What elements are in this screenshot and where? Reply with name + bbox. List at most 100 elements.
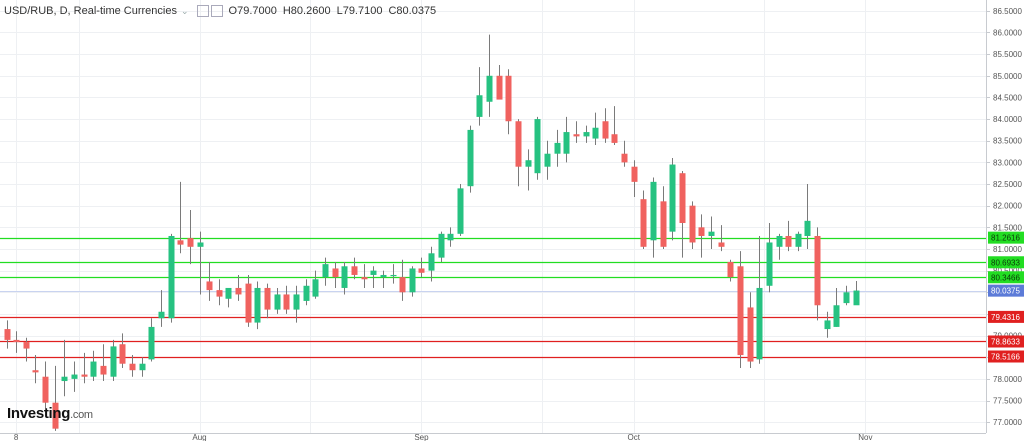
candle-body xyxy=(312,279,319,297)
price-tick-label: 82.5000 xyxy=(993,180,1022,189)
candle-body xyxy=(370,270,377,275)
candle-body xyxy=(216,290,223,297)
candle-up xyxy=(71,361,78,392)
candle-up xyxy=(197,231,204,295)
candle-down xyxy=(496,64,503,100)
candle-body xyxy=(148,326,155,360)
price-axis: 86.5000 86.0000 85.5000 85.0000 84.5000 84.00… xyxy=(986,0,1024,441)
candle-up xyxy=(843,285,850,306)
candle-down xyxy=(698,214,705,258)
candle-down xyxy=(814,227,821,321)
candle-down xyxy=(100,344,107,382)
candle-body xyxy=(197,242,204,247)
hide-icon[interactable] xyxy=(210,5,223,17)
candle-body xyxy=(457,188,464,234)
candle-body xyxy=(573,134,580,137)
grid-lines xyxy=(0,0,986,433)
candle-up xyxy=(804,184,811,249)
candle-down xyxy=(785,220,792,252)
candle-up xyxy=(554,129,561,167)
price-tick-label: 81.5000 xyxy=(993,223,1022,232)
candle-down xyxy=(13,331,20,353)
candle-body xyxy=(853,290,860,306)
candle-up xyxy=(824,311,831,338)
candle-body xyxy=(669,164,676,232)
candle-down xyxy=(640,190,647,249)
candle-down xyxy=(718,225,725,252)
candle-down xyxy=(52,365,59,431)
candle-up xyxy=(225,287,232,308)
candle-down xyxy=(216,279,223,306)
candle-body xyxy=(119,344,126,364)
candle-body xyxy=(139,363,146,371)
time-tick-label: Sep xyxy=(414,433,429,441)
investing-logo: Investing.com xyxy=(7,405,93,422)
candle-body xyxy=(814,235,821,306)
candle-body xyxy=(525,160,532,167)
candle-body xyxy=(380,274,387,278)
symbol-title[interactable]: USD/RUB, D, Real-time Currencies xyxy=(4,5,177,17)
candle-body xyxy=(158,311,165,319)
candle-down xyxy=(332,261,339,288)
settings-icon[interactable] xyxy=(196,5,209,17)
chart-header: USD/RUB, D, Real-time Currencies ⌄ O79.7… xyxy=(4,3,442,19)
candle-body xyxy=(650,181,657,241)
candle-down xyxy=(129,355,136,377)
candle-up xyxy=(370,266,377,288)
price-tick-label: 84.5000 xyxy=(993,93,1022,102)
chevron-down-icon[interactable]: ⌄ xyxy=(180,5,189,16)
candle-down xyxy=(4,320,11,349)
price-tick-label: 80.5000 xyxy=(993,267,1022,276)
candle-body xyxy=(177,240,184,245)
candle-up xyxy=(90,350,97,382)
candle-body xyxy=(756,287,763,360)
candle-up xyxy=(766,222,773,293)
candle-body xyxy=(747,307,754,362)
candle-down xyxy=(81,352,88,384)
level-label-bg xyxy=(988,231,1024,244)
candle-up xyxy=(669,158,676,241)
candle-body xyxy=(100,365,107,375)
candle-up xyxy=(303,279,310,306)
candle-body xyxy=(71,374,78,379)
level-label-bg xyxy=(988,335,1024,348)
candle-body xyxy=(4,329,11,340)
candle-body xyxy=(283,294,290,310)
price-tick-label: 77.5000 xyxy=(993,397,1022,406)
candle-down xyxy=(505,69,512,135)
candle-body xyxy=(351,266,358,275)
candle-down xyxy=(245,274,252,327)
candle-up xyxy=(61,339,68,397)
candle-body xyxy=(804,220,811,236)
candle-body xyxy=(361,277,368,280)
candle-body xyxy=(515,121,522,167)
candle-body xyxy=(332,268,339,278)
logo-suffix: .com xyxy=(70,409,93,421)
candle-body xyxy=(824,320,831,330)
time-tick-label: Oct xyxy=(628,433,641,441)
candle-body xyxy=(592,127,599,139)
candle-body xyxy=(554,142,561,154)
level-label: 80.3466 xyxy=(991,273,1020,282)
candle-body xyxy=(428,253,435,271)
candle-up xyxy=(168,233,175,323)
candle-body xyxy=(225,287,232,299)
candle-body xyxy=(505,75,512,122)
candle-body xyxy=(534,119,541,174)
candle-up xyxy=(756,235,763,364)
candle-up xyxy=(447,227,454,247)
candles xyxy=(4,34,860,431)
candle-body xyxy=(833,305,840,327)
candle-body xyxy=(438,233,445,258)
candle-down xyxy=(747,292,754,369)
candle-body xyxy=(245,283,252,323)
low-value: L79.7100 xyxy=(336,5,383,17)
time-tick-label: Aug xyxy=(192,433,206,441)
candle-up xyxy=(312,270,319,299)
price-tick-label: 78.0000 xyxy=(993,375,1022,384)
candle-down xyxy=(573,121,580,143)
candle-body xyxy=(621,153,628,163)
candle-body xyxy=(447,233,454,241)
